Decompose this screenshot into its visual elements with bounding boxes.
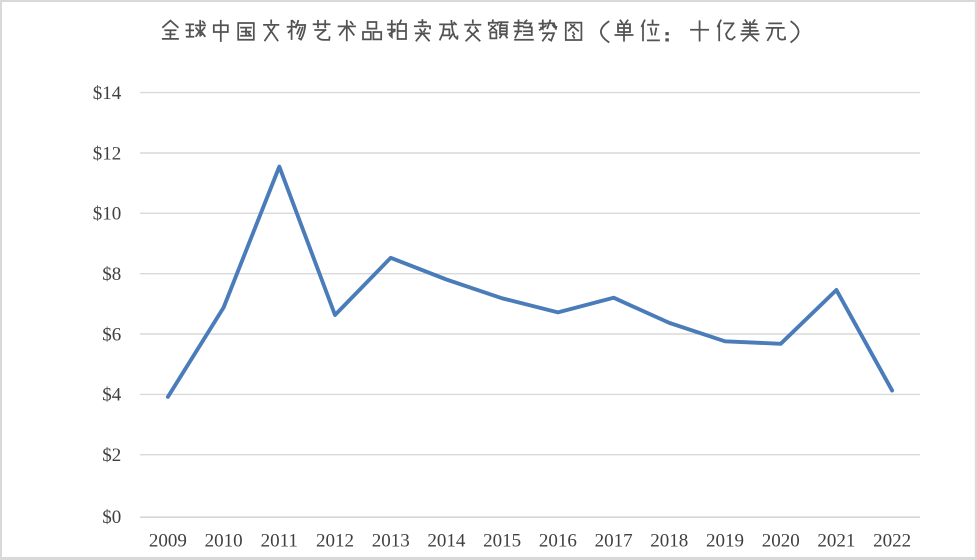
svg-text:2017: 2017 [595,531,633,552]
svg-text:2009: 2009 [149,531,187,552]
svg-text:2013: 2013 [372,531,410,552]
svg-text:$2: $2 [102,445,121,466]
svg-text:$8: $8 [102,264,121,285]
svg-text:2010: 2010 [205,531,243,552]
svg-text:$10: $10 [93,204,122,225]
svg-text:$4: $4 [102,385,122,406]
svg-text:2015: 2015 [483,531,521,552]
svg-text:2018: 2018 [650,531,688,552]
svg-text:2014: 2014 [427,531,466,552]
svg-text:2021: 2021 [817,531,855,552]
svg-text:2016: 2016 [539,531,577,552]
svg-text:$12: $12 [93,143,122,164]
svg-text:2011: 2011 [261,531,298,552]
svg-text:2020: 2020 [762,531,800,552]
svg-text:2019: 2019 [706,531,744,552]
svg-text:$6: $6 [102,324,121,345]
svg-text:2022: 2022 [873,531,911,552]
svg-text:$14: $14 [93,83,122,104]
svg-text:2012: 2012 [316,531,354,552]
svg-text:$0: $0 [102,507,121,528]
